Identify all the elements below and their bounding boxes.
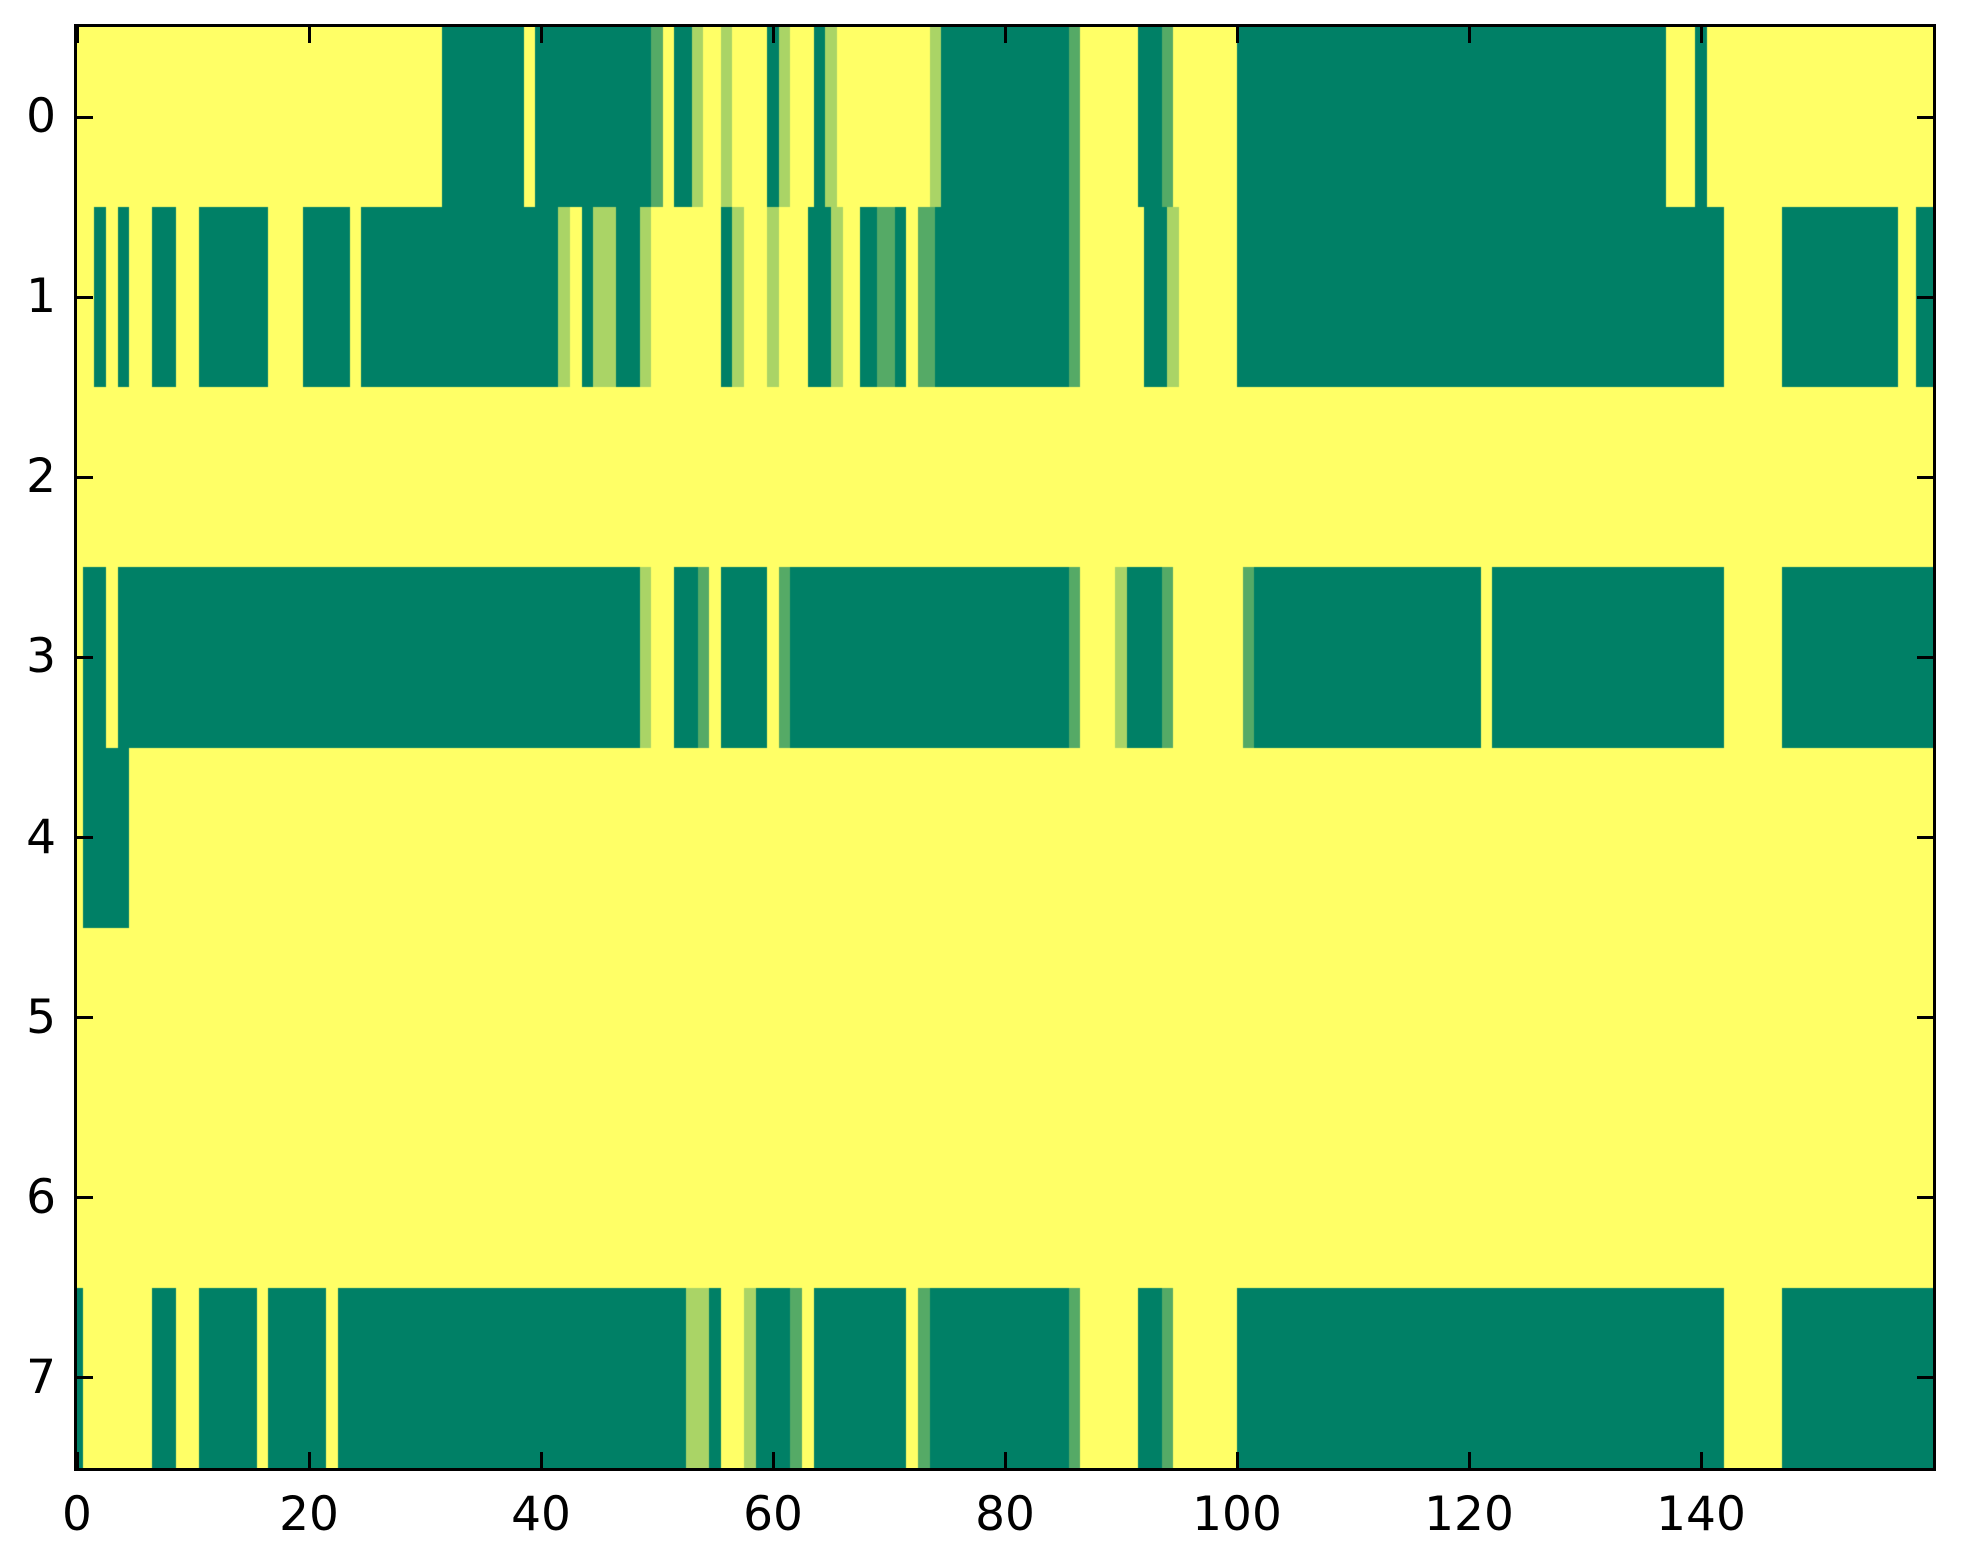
x-tick-label: 100	[1192, 1487, 1282, 1542]
y-tick-label: 4	[26, 809, 56, 865]
y-tick-label: 7	[26, 1349, 56, 1405]
x-tick-label: 40	[511, 1487, 571, 1542]
y-tick-label: 5	[26, 989, 56, 1045]
axis-tick	[1917, 1376, 1933, 1380]
x-tick-label: 140	[1656, 1487, 1746, 1542]
axis-tick	[1003, 27, 1007, 43]
axis-tick	[1467, 1452, 1471, 1468]
axis-tick	[1235, 1452, 1239, 1468]
x-tick-label: 120	[1424, 1487, 1514, 1542]
axis-tick	[1699, 27, 1703, 43]
axis-tick	[75, 1452, 79, 1468]
axis-tick	[77, 475, 93, 479]
y-tick-label: 3	[26, 629, 56, 685]
axis-tick	[1917, 475, 1933, 479]
axis-tick	[539, 1452, 543, 1468]
x-tick-label: 20	[279, 1487, 339, 1542]
axis-tick	[75, 27, 79, 43]
axis-tick	[1235, 27, 1239, 43]
axis-tick	[771, 27, 775, 43]
y-tick-label: 2	[26, 449, 56, 505]
heatmap-canvas	[77, 27, 1933, 1468]
axis-tick	[539, 27, 543, 43]
axis-tick	[77, 295, 93, 299]
y-tick-label: 1	[26, 269, 56, 325]
axis-tick	[1917, 655, 1933, 659]
axis-tick	[771, 1452, 775, 1468]
axis-tick	[1699, 1452, 1703, 1468]
axis-tick	[77, 1196, 93, 1200]
axis-tick	[1917, 1016, 1933, 1020]
axis-tick	[307, 1452, 311, 1468]
axis-tick	[77, 655, 93, 659]
axis-tick	[1003, 1452, 1007, 1468]
axis-tick	[1917, 836, 1933, 840]
y-tick-label: 6	[26, 1169, 56, 1225]
axis-tick	[77, 1016, 93, 1020]
axis-tick	[1917, 115, 1933, 119]
axis-tick	[1917, 1196, 1933, 1200]
x-tick-label: 0	[62, 1487, 92, 1542]
axis-tick	[307, 27, 311, 43]
axis-tick	[77, 836, 93, 840]
axis-tick	[1917, 295, 1933, 299]
y-tick-label: 0	[26, 89, 56, 145]
x-tick-label: 80	[975, 1487, 1035, 1542]
axis-tick	[1467, 27, 1471, 43]
x-tick-label: 60	[743, 1487, 803, 1542]
axis-tick	[77, 115, 93, 119]
axis-tick	[77, 1376, 93, 1380]
